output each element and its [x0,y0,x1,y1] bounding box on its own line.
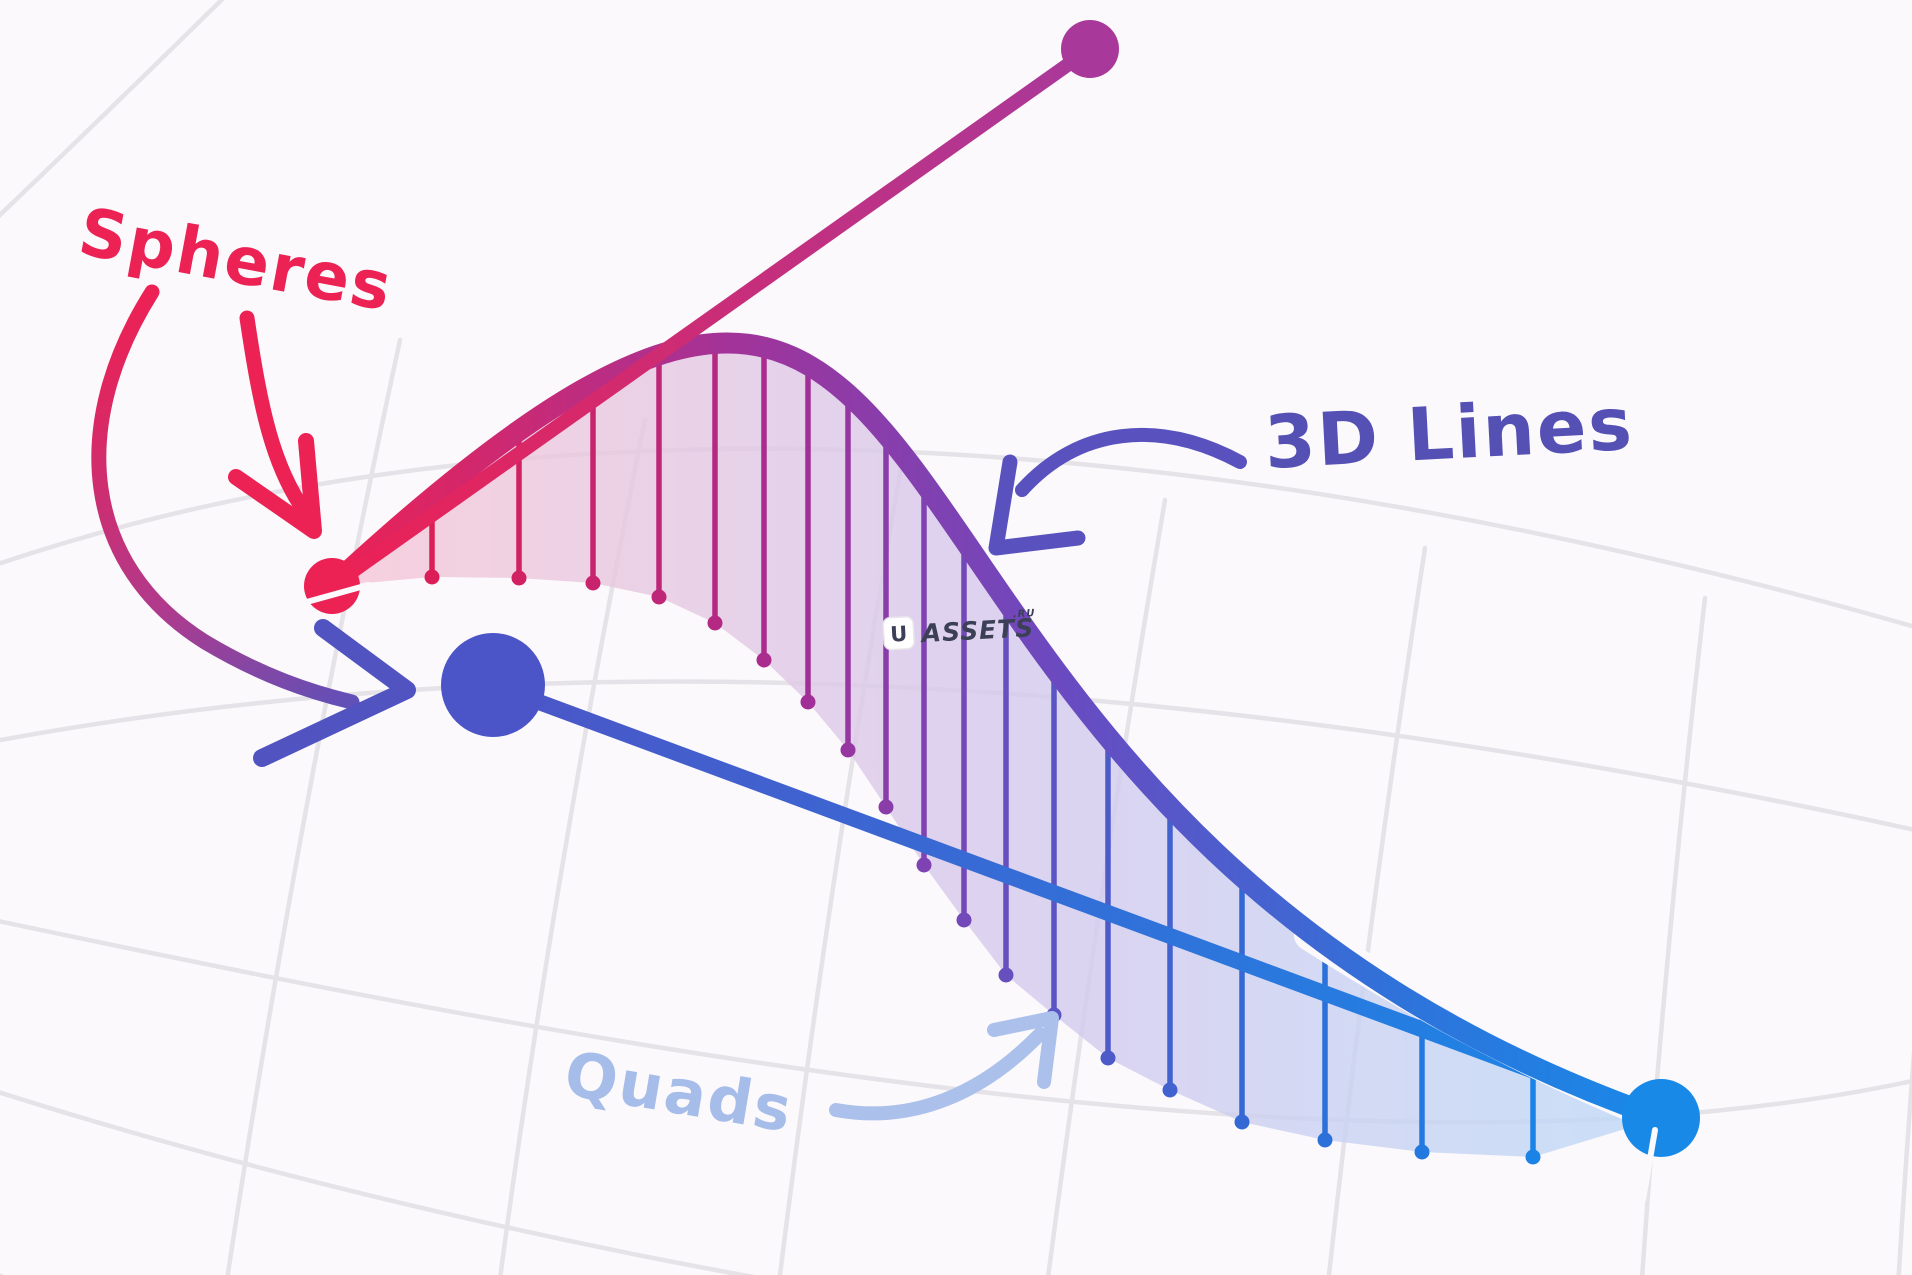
sphere-curve-start [304,558,360,614]
grid-line [1896,1050,1912,1275]
ground-dot [1317,1132,1333,1148]
sphere-handle-top [1061,20,1119,78]
sphere-glints [300,582,1658,1203]
watermark-tld: .RU [1013,608,1036,620]
ground-dot [840,742,856,758]
ground-dot [878,799,894,815]
ground-dot [1162,1082,1178,1098]
spheres-arrow-long [91,284,360,710]
spheres-arrow-short-head-icon [228,433,322,539]
sphere-handle-left [441,633,545,737]
ground-dot [1414,1144,1430,1160]
watermark-logo-box [882,616,915,651]
bezier-3d-line [321,332,1672,1129]
spheres-arrow-long-head-icon [253,619,416,767]
spheres-label: Spheres [73,193,399,327]
ground-dot [1525,1149,1541,1165]
lines-arrow [1015,427,1247,497]
watermark-letter: U [890,622,908,647]
grid-line [0,1273,5,1275]
ground-dot [651,589,667,605]
ground-dot [424,569,440,585]
ground-dot [800,694,816,710]
grid-line [0,0,225,219]
control-line-blue [485,677,1669,1126]
quads-label: Quads [560,1037,799,1147]
quads-arrow-head-icon [987,1011,1059,1089]
ground-dot [707,615,723,631]
sphere-curve-end [1622,1079,1700,1157]
control-spheres [304,20,1700,1157]
control-line-red [325,42,1097,593]
grid-line [1640,595,1708,1275]
ground-dot [1234,1114,1250,1130]
watermark: U ASSETS .RU [882,608,1036,651]
grid-line [0,1090,756,1275]
quads-arrow [829,1027,1047,1121]
spheres-arrow-short [239,310,316,524]
ground-dot [585,575,601,591]
lines-arrow-head-icon [988,454,1086,556]
ground-dot [998,967,1014,983]
ground-dot [956,912,972,928]
ground-dot [756,652,772,668]
grid-line [1326,545,1428,1275]
grid-line [225,337,403,1275]
ground-dot [1100,1050,1116,1066]
watermark-name: ASSETS [919,613,1035,648]
ground-dot [511,570,527,586]
lines-label: 3D Lines [1262,382,1635,486]
ground-dot [916,857,932,873]
